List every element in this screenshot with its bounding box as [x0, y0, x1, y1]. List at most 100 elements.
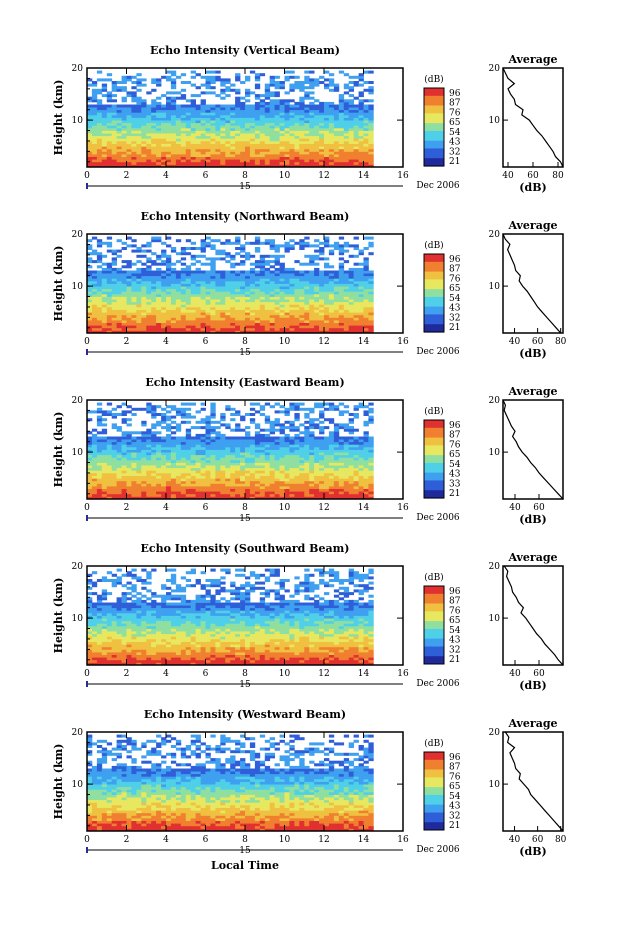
heatmap-cell — [161, 317, 167, 321]
heatmap-cell — [175, 301, 182, 305]
heatmap-cell — [289, 143, 295, 147]
heatmap-cell — [87, 317, 93, 321]
heatmap-cell — [156, 275, 162, 279]
heatmap-cell — [289, 407, 295, 411]
heatmap-cell — [274, 452, 280, 456]
heatmap-cell — [259, 120, 266, 124]
heatmap-cell — [240, 301, 246, 305]
heatmap-cell — [170, 151, 177, 155]
heatmap-cell — [195, 94, 201, 98]
heatmap-cell — [220, 120, 226, 124]
heatmap-cell — [156, 262, 162, 266]
heatmap-cell — [289, 436, 295, 440]
heatmap-cell — [279, 304, 285, 308]
heatmap-cell — [353, 127, 359, 131]
heatmap-cell — [166, 433, 172, 437]
heatmap-cell — [269, 420, 275, 424]
heatmap-cell — [210, 488, 216, 492]
heatmap-cell — [269, 143, 275, 147]
heatmap-cell — [225, 109, 231, 113]
colorbar-segment — [424, 150, 444, 153]
heatmap-cell — [254, 260, 261, 264]
heatmap-cell — [249, 407, 256, 411]
heatmap-cell — [151, 470, 157, 474]
heatmap-cell — [146, 410, 152, 414]
heatmap-cell — [87, 478, 93, 482]
heatmap-cell — [294, 135, 300, 139]
heatmap-cell — [101, 94, 108, 98]
heatmap-cell — [249, 457, 256, 461]
heatmap-cell — [146, 309, 152, 313]
date-label: Dec 2006 — [416, 347, 460, 357]
heatmap-cell — [200, 127, 206, 131]
heatmap-cell — [215, 441, 221, 445]
heatmap-cell — [240, 327, 246, 331]
heatmap-cell — [319, 161, 325, 165]
heatmap-cell — [269, 299, 275, 303]
heatmap-cell — [363, 109, 369, 113]
heatmap-cell — [136, 436, 142, 440]
heatmap-cell — [309, 320, 315, 323]
heatmap-cell — [274, 320, 280, 323]
heatmap-cell — [338, 94, 345, 98]
heatmap-cell — [259, 462, 266, 466]
heatmap-cell — [185, 462, 192, 466]
heatmap-cell — [299, 125, 305, 129]
heatmap-cell — [151, 327, 157, 331]
heatmap-cell — [319, 257, 325, 261]
heatmap-cell — [240, 283, 246, 287]
heatmap-cell — [358, 146, 364, 150]
heatmap-cell — [111, 114, 117, 118]
heatmap-cell — [294, 496, 300, 500]
heatmap-cell — [328, 293, 335, 297]
heatmap-cell — [121, 454, 127, 458]
heatmap-cell — [185, 156, 192, 160]
heatmap-cell — [131, 262, 137, 266]
heatmap-cell — [368, 125, 374, 129]
heatmap-cell — [121, 270, 127, 274]
heatmap-cell — [161, 436, 167, 440]
heatmap-cell — [96, 140, 103, 144]
heatmap-cell — [106, 467, 113, 471]
heatmap-cell — [289, 140, 295, 144]
heatmap-cell — [96, 78, 103, 82]
heatmap-cell — [254, 330, 261, 334]
heatmap-cell — [195, 146, 201, 150]
heatmap-cell — [254, 130, 261, 134]
heatmap-cell — [141, 488, 147, 492]
heatmap-cell — [131, 286, 137, 290]
heatmap-cell — [151, 283, 157, 287]
heatmap-cell — [175, 314, 182, 318]
heatmap-cell — [368, 107, 374, 111]
heatmap-cell — [200, 488, 206, 492]
heatmap-cell — [245, 472, 251, 476]
heatmap-cell — [299, 483, 305, 487]
heatmap-cell — [210, 314, 216, 318]
heatmap-cell — [245, 151, 251, 155]
heatmap-cell — [136, 301, 142, 305]
heatmap-cell — [235, 99, 241, 103]
heatmap-cell — [166, 236, 172, 240]
heatmap-cell — [141, 140, 147, 144]
heatmap-cell — [210, 270, 216, 274]
heatmap-cell — [111, 496, 117, 500]
heatmap-cell — [230, 457, 236, 461]
heatmap-cell — [279, 480, 285, 484]
heatmap-cell — [126, 112, 132, 116]
heatmap-cell — [111, 275, 117, 279]
heatmap-cell — [175, 291, 182, 295]
heatmap-cell — [254, 312, 261, 316]
heatmap-cell — [106, 120, 113, 124]
heatmap-cell — [264, 480, 271, 484]
heatmap-cell — [294, 291, 300, 295]
heatmap-cell — [200, 270, 206, 274]
heatmap-cell — [121, 241, 127, 245]
heatmap-cell — [279, 148, 285, 152]
heatmap-cell — [126, 431, 132, 435]
heatmap-cell — [195, 130, 201, 134]
heatmap-cell — [279, 86, 285, 90]
heatmap-cell — [333, 299, 340, 303]
heatmap-cell — [170, 491, 177, 495]
heatmap-cell — [269, 109, 275, 113]
heatmap-cell — [254, 94, 261, 98]
